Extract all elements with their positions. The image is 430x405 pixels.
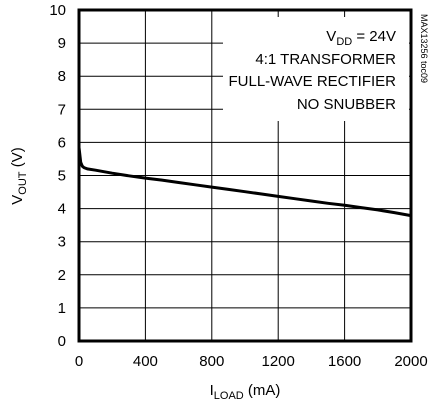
y-tick-label: 3 — [58, 234, 66, 251]
watermark-text: MAX13256 toc09 — [419, 14, 429, 83]
x-axis-label: ILOAD (mA) — [210, 382, 281, 402]
y-tick-label: 10 — [49, 2, 66, 19]
y-tick-label: 7 — [58, 101, 66, 118]
annotation-box — [223, 17, 409, 121]
y-tick-label: 1 — [58, 300, 66, 317]
x-tick-label: 1200 — [262, 353, 295, 370]
x-tick-label: 800 — [199, 353, 224, 370]
x-tick-label: 0 — [75, 353, 83, 370]
x-tick-label: 2000 — [394, 353, 427, 370]
x-tick-label: 400 — [133, 353, 158, 370]
y-tick-label: 9 — [58, 35, 66, 52]
x-tick-label: 1600 — [328, 353, 361, 370]
y-tick-label: 0 — [58, 333, 66, 350]
y-tick-label: 5 — [58, 168, 66, 185]
tick-labels: 0 400 800 1200 1600 2000 0 1 2 3 4 5 6 7 8 9 10 — [49, 2, 427, 370]
annotation-line-3: FULL-WAVE RECTIFIER — [228, 73, 396, 90]
y-tick-label: 2 — [58, 267, 66, 284]
y-axis-label: VOUT (V) — [9, 147, 29, 204]
annotation-line-1: VDD = 24V — [326, 28, 396, 48]
y-tick-label: 8 — [58, 68, 66, 85]
y-tick-label: 4 — [58, 201, 66, 218]
y-tick-label: 6 — [58, 134, 66, 151]
annotation-line-2: 4:1 TRANSFORMER — [255, 51, 396, 68]
plot-border — [77, 8, 413, 343]
series-line — [77, 145, 413, 218]
annotation-line-4: NO SNUBBER — [297, 96, 396, 113]
